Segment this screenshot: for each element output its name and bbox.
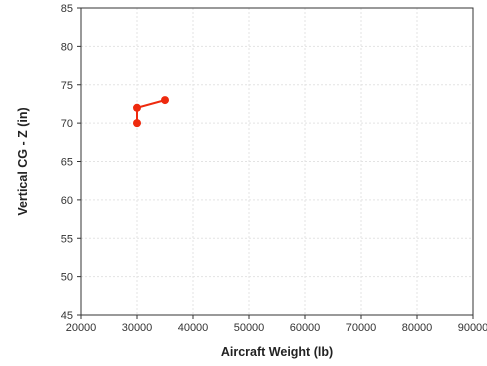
x-tick-label: 80000 xyxy=(402,322,433,334)
x-tick-label: 70000 xyxy=(346,322,377,334)
x-axis-title: Aircraft Weight (lb) xyxy=(221,345,333,359)
y-tick-label: 85 xyxy=(61,3,73,15)
grid xyxy=(80,7,474,316)
y-tick-label: 55 xyxy=(61,233,73,245)
data-point xyxy=(133,119,141,128)
x-tick-label: 30000 xyxy=(122,322,153,334)
y-tick-label: 50 xyxy=(61,272,73,284)
x-axis-ticks: 20000 30000 40000 50000 60000 70000 80000 90000 xyxy=(66,315,487,334)
x-tick-label: 50000 xyxy=(234,322,265,334)
data-point xyxy=(133,103,141,112)
y-axis-title: Vertical CG - Z (in) xyxy=(16,107,30,215)
series-layer xyxy=(133,96,169,128)
data-point xyxy=(161,96,169,105)
y-tick-label: 75 xyxy=(61,80,73,92)
y-axis-ticks: 45 50 55 60 65 70 75 80 85 xyxy=(61,3,81,322)
y-tick-label: 45 xyxy=(61,310,73,322)
series-line xyxy=(136,99,166,124)
y-tick-label: 70 xyxy=(61,118,73,130)
y-tick-label: 60 xyxy=(61,195,73,207)
y-tick-label: 65 xyxy=(61,157,73,169)
x-tick-label: 60000 xyxy=(290,322,321,334)
y-tick-label: 80 xyxy=(61,41,73,53)
x-tick-label: 20000 xyxy=(66,322,97,334)
x-tick-label: 40000 xyxy=(178,322,209,334)
x-tick-label: 90000 xyxy=(458,322,487,334)
